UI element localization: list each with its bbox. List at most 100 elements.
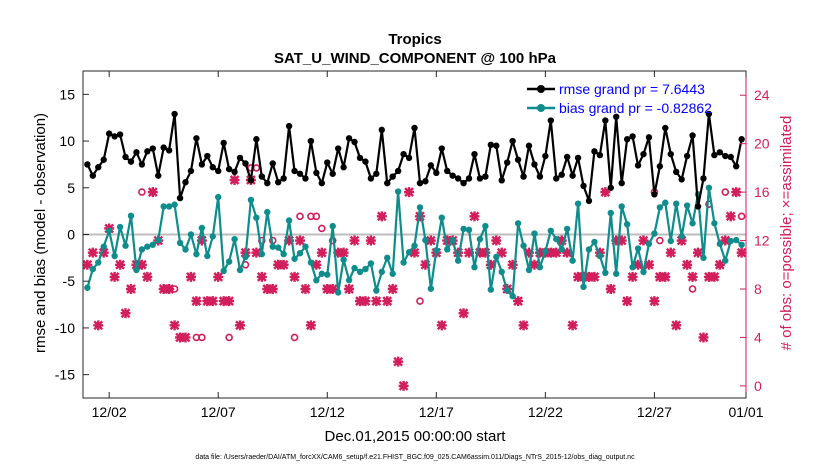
obs-assimilated-marker: [316, 247, 327, 258]
obs-possible-marker: [170, 285, 179, 293]
obs-assimilated-marker: [229, 175, 240, 185]
obs-assimilated-marker: [671, 320, 682, 331]
rmse-point: [345, 135, 353, 142]
obs-assimilated-marker: [693, 247, 704, 258]
obs-assimilated-marker: [147, 187, 158, 198]
bias-point: [247, 196, 255, 204]
rmse-point: [705, 110, 713, 118]
legend-rmse-label: rmse grand pr = 7.6443: [559, 81, 705, 97]
bias-point: [716, 240, 724, 248]
obs-assimilated-marker: [442, 235, 453, 246]
rmse-point: [525, 142, 533, 149]
rmse-point: [253, 136, 260, 143]
bias-point: [334, 289, 342, 296]
x-axis-label: Dec.01,2015 00:00:00 start: [325, 428, 507, 445]
obs-assimilated-marker: [284, 235, 295, 246]
bias-point: [662, 199, 669, 206]
bias-point: [362, 265, 369, 273]
rmse-point: [111, 133, 118, 140]
bias-point: [160, 203, 167, 210]
bias-point: [498, 268, 505, 276]
rmse-point: [689, 132, 696, 139]
bias-point: [149, 241, 156, 248]
bias-point: [476, 235, 484, 243]
bias-point: [236, 266, 244, 274]
obs-assimilated-marker: [529, 259, 540, 270]
bias-point: [700, 254, 707, 262]
rmse-point: [204, 152, 211, 160]
rmse-point: [591, 148, 598, 155]
bias-point: [209, 233, 216, 240]
bias-point: [215, 193, 222, 201]
obs-assimilated-marker: [218, 296, 229, 307]
rmse-point: [122, 153, 129, 161]
obs-assimilated-marker: [120, 308, 131, 319]
bias-point: [307, 259, 315, 266]
bias-point: [493, 253, 500, 261]
obs-assimilated-marker: [360, 296, 371, 307]
obs-assimilated-marker: [398, 380, 409, 391]
y-axis-label-right: # of obs: o=possible; ×=assimilated: [778, 116, 795, 351]
bias-point: [585, 246, 593, 253]
rmse-point: [673, 168, 680, 176]
rmse-point: [209, 164, 216, 171]
obs-possible-marker: [688, 285, 697, 293]
bias-point: [553, 235, 560, 243]
rmse-point: [738, 136, 745, 143]
rmse-point: [531, 161, 538, 168]
rmse-point: [558, 171, 565, 178]
y-tick-label-right: 12: [754, 233, 770, 249]
bias-point: [547, 227, 555, 234]
bias-point: [438, 214, 445, 221]
rmse-point: [433, 169, 440, 177]
bias-point: [651, 230, 658, 237]
rmse-point: [482, 173, 489, 180]
rmse-point: [394, 167, 402, 175]
obs-assimilated-marker: [474, 247, 485, 258]
bias-point: [193, 250, 200, 258]
rmse-point: [274, 178, 282, 186]
y-tick-label-right: 0: [754, 378, 762, 394]
rmse-point: [585, 197, 593, 205]
obs-assimilated-marker: [573, 271, 584, 282]
x-tick-label: 01/01: [728, 404, 763, 420]
obs-assimilated-marker: [622, 296, 633, 307]
obs-assimilated-marker: [349, 235, 360, 246]
obs-possible-marker: [138, 188, 146, 196]
y-tick-label-left: 10: [59, 133, 75, 149]
rmse-point: [493, 142, 500, 149]
rmse-point: [356, 154, 364, 162]
obs-assimilated-marker: [627, 271, 638, 282]
rmse-point: [247, 177, 255, 184]
bias-point: [144, 243, 151, 250]
bias-point: [465, 226, 473, 234]
bias-point: [258, 250, 266, 258]
bias-point: [111, 252, 118, 260]
bias-point: [84, 284, 91, 291]
obs-assimilated-marker: [687, 271, 698, 282]
bias-series: [84, 184, 745, 300]
x-axis: 12/02 12/07 12/12 12/17 12/22 12/27 01/01: [92, 71, 764, 420]
rmse-point: [580, 182, 587, 190]
rmse-point: [422, 178, 429, 185]
obs-assimilated-marker: [327, 284, 338, 294]
x-tick-label: 12/27: [637, 404, 672, 420]
y-tick-label-left: -15: [55, 367, 75, 383]
bias-point: [536, 264, 544, 271]
rmse-point: [389, 173, 396, 180]
rmse-point: [84, 161, 91, 168]
rmse-point: [503, 159, 511, 166]
obs-assimilated-marker: [507, 259, 518, 270]
rmse-point: [187, 167, 195, 175]
obs-assimilated-marker: [267, 284, 278, 294]
obs-assimilated-marker: [300, 284, 311, 294]
obs-assimilated-marker: [698, 332, 709, 343]
bias-point: [618, 203, 625, 210]
bias-point: [356, 268, 364, 276]
rmse-point: [160, 144, 167, 151]
obs-assimilated-marker: [115, 259, 126, 270]
obs-assimilated-marker: [583, 271, 594, 282]
bias-point: [384, 254, 391, 262]
obs-assimilated-marker: [425, 235, 436, 246]
